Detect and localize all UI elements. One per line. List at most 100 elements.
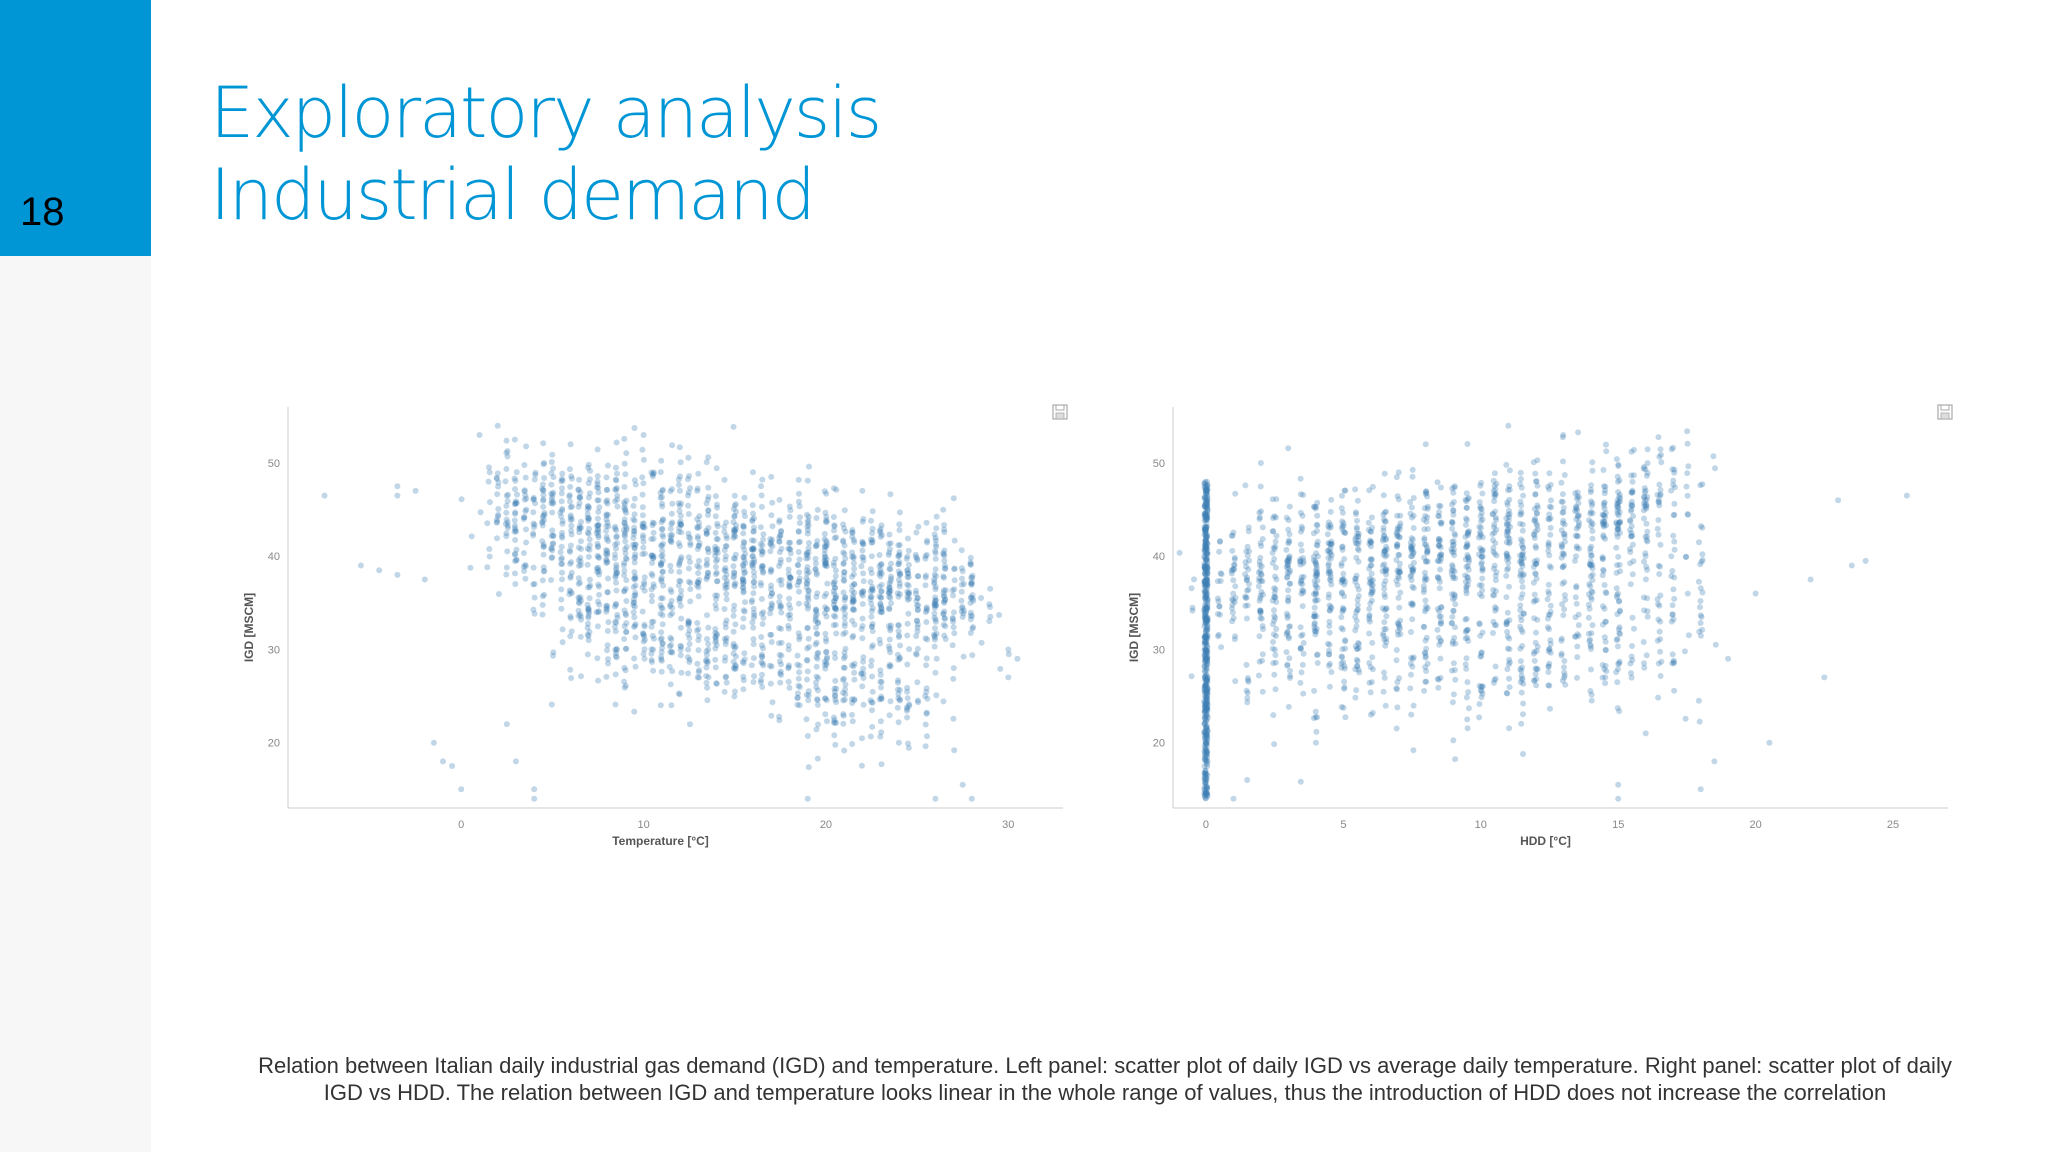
scatter-point <box>987 613 994 620</box>
scatter-point <box>967 554 974 561</box>
scatter-point <box>1476 582 1483 589</box>
scatter-point <box>1506 725 1513 732</box>
scatter-point <box>878 605 885 612</box>
scatter-point <box>1668 618 1675 625</box>
scatter-point <box>584 511 591 518</box>
scatter-point <box>1203 580 1210 587</box>
scatter-point <box>1202 533 1209 540</box>
scatter-point <box>1434 574 1441 581</box>
scatter-point <box>1256 558 1263 565</box>
scatter-point <box>914 628 921 635</box>
scatter-point <box>896 583 903 590</box>
save-icon[interactable] <box>1052 404 1068 420</box>
scatter-point <box>1367 711 1374 718</box>
scatter-point <box>869 585 875 592</box>
scatter-point <box>1408 544 1415 551</box>
scatter-point <box>1683 483 1690 490</box>
scatter-point <box>612 555 618 562</box>
scatter-point <box>1382 518 1389 525</box>
scatter-point <box>595 608 602 615</box>
scatter-point <box>1561 592 1568 599</box>
scatter-point <box>1202 701 1209 708</box>
scatter-point <box>748 546 755 552</box>
scatter-point <box>1506 659 1513 666</box>
scatter-point <box>685 534 692 541</box>
scatter-point <box>849 599 856 606</box>
scatter-point <box>858 671 865 677</box>
scatter-point <box>1203 499 1210 506</box>
scatter-point <box>1530 598 1537 605</box>
scatter-point <box>1628 533 1635 540</box>
scatter-point <box>648 623 655 630</box>
scatter-point <box>1380 688 1387 695</box>
scatter-point <box>932 634 938 641</box>
scatter-point <box>605 619 612 626</box>
scatter-point <box>842 555 849 562</box>
scatter-point <box>1203 695 1209 702</box>
scatter-point <box>1201 639 1208 646</box>
scatter-point <box>750 510 756 517</box>
scatter-point <box>1285 537 1292 544</box>
scatter-point <box>913 651 920 658</box>
scatter-point <box>567 504 574 511</box>
save-icon[interactable] <box>1937 404 1953 420</box>
scatter-point <box>468 533 475 540</box>
scatter-point <box>694 533 701 540</box>
scatter-point <box>851 607 858 613</box>
scatter-point <box>568 628 575 635</box>
scatter-point <box>1531 558 1538 565</box>
scatter-point <box>860 554 867 561</box>
scatter-point <box>539 611 546 618</box>
scatter-point <box>703 459 710 466</box>
scatter-point <box>603 602 610 609</box>
scatter-point <box>822 509 829 516</box>
scatter-point <box>832 741 839 748</box>
scatter-point <box>632 573 638 580</box>
scatter-point <box>594 484 601 491</box>
scatter-point <box>832 621 839 628</box>
scatter-point <box>740 538 747 545</box>
scatter-point <box>1559 520 1566 527</box>
scatter-point <box>1202 583 1208 590</box>
scatter-point <box>1203 790 1210 797</box>
scatter-point <box>1202 701 1209 707</box>
scatter-point <box>559 485 565 492</box>
scatter-point <box>721 476 728 483</box>
scatter-point <box>1271 556 1278 562</box>
scatter-point <box>778 652 785 659</box>
scatter-point <box>760 568 767 575</box>
scatter-point <box>1201 641 1208 648</box>
scatter-point <box>832 692 838 699</box>
scatter-point <box>1203 740 1210 747</box>
scatter-point <box>758 551 765 558</box>
scatter-point <box>941 557 948 564</box>
scatter-point <box>987 604 993 610</box>
scatter-point <box>1685 632 1692 639</box>
scatter-point <box>1203 687 1210 694</box>
scatter-point <box>1424 549 1431 556</box>
scatter-point <box>1366 616 1373 623</box>
scatter-point <box>631 592 638 599</box>
scatter-point <box>1285 445 1292 452</box>
scatter-point <box>1203 677 1210 684</box>
scatter-point <box>605 462 611 469</box>
scatter-point <box>777 602 784 609</box>
scatter-point <box>1204 648 1211 655</box>
scatter-point <box>1203 500 1210 507</box>
scatter-point <box>659 595 666 602</box>
scatter-point <box>1203 678 1210 685</box>
scatter-point <box>640 532 646 539</box>
scatter-point <box>1203 579 1210 586</box>
scatter-point <box>659 486 666 493</box>
scatter-point <box>1314 538 1321 545</box>
scatter-point <box>758 634 765 640</box>
scatter-point <box>905 573 912 580</box>
scatter-point <box>803 584 810 591</box>
scatter-point <box>904 535 911 542</box>
scatter-point <box>669 649 676 656</box>
scatter-point <box>932 550 939 557</box>
scatter-point <box>1203 524 1210 530</box>
scatter-point <box>1449 501 1455 508</box>
scatter-point <box>1354 596 1361 603</box>
scatter-point <box>1407 563 1414 570</box>
